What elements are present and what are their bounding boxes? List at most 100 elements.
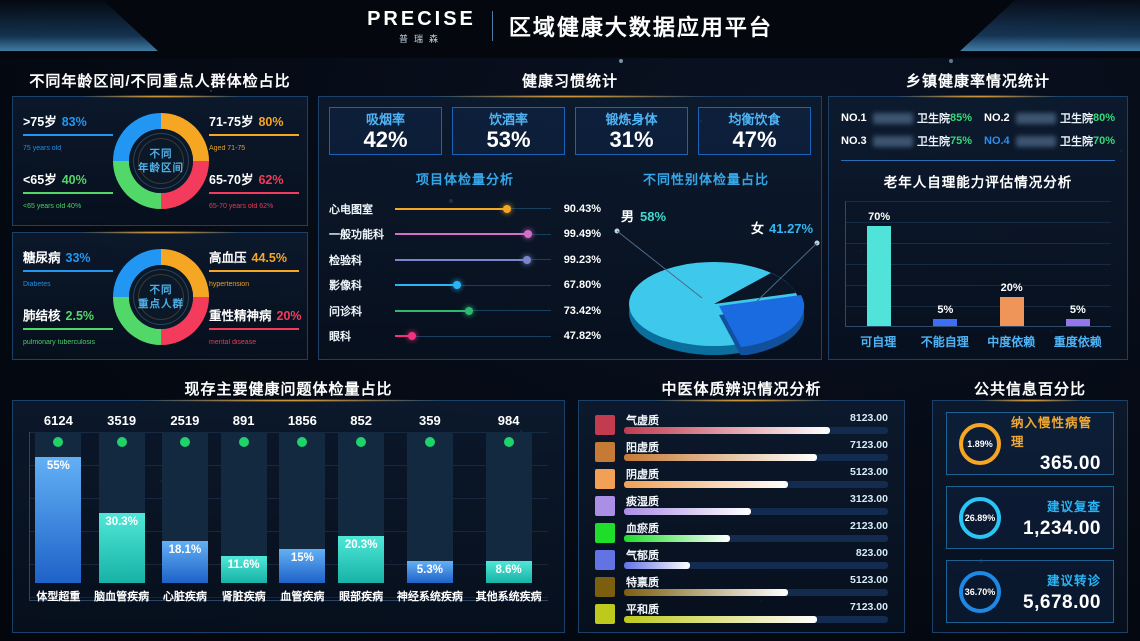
habit-stat-box: 锻炼身体 31% (575, 107, 688, 155)
legend-subtext: 65-70 years old 62% (209, 203, 274, 210)
age-donut-chart: >75岁 83% 75 years old 71-75岁 80% Aged 71-75 <6… (13, 97, 307, 225)
problem-bar-group: 6124 55% 体型超重 (35, 413, 82, 604)
legend-value: 33% (65, 251, 91, 265)
percentage-ring: 1.89% (959, 422, 1001, 465)
card-content: 建议复查 1,234.00 (1011, 496, 1101, 540)
tcm-panel: 气虚质 8123.00 阳虚质 7123.00 阴虚质 5123.00 痰湿质 3123.00… (578, 399, 905, 633)
male-callout-line (616, 230, 703, 299)
tcm-bar-fill (624, 453, 817, 461)
legend-underline (23, 328, 113, 330)
problem-green-dot (503, 437, 514, 447)
habit-stat-value: 47% (732, 127, 777, 153)
legend-line: 糖尿病 33% (23, 247, 113, 267)
pie-female-slice (719, 295, 805, 347)
exam-row-dot (503, 204, 512, 213)
tcm-bar-fill (624, 588, 788, 596)
tcm-value: 2123.00 (850, 519, 888, 532)
pie-notch (714, 273, 796, 304)
tcm-color-swatch (595, 414, 615, 435)
problem-green-dot (116, 437, 127, 447)
elderly-bar-group: 70% (867, 211, 892, 326)
exam-row-label: 眼科 (329, 331, 351, 344)
exam-row-value: 73.42% (563, 304, 601, 317)
problem-percentage: 11.6% (227, 559, 260, 572)
elderly-x-labels: 可自理 不能自理 中度依赖 重度依赖 (845, 333, 1111, 350)
section-title-habits: 健康习惯统计 (521, 73, 618, 90)
habit-stat-value: 42% (363, 127, 408, 153)
donut-center-text: 年龄区间 (138, 162, 184, 174)
tcm-bar-fill (624, 507, 751, 515)
legend-label: <65岁 (23, 173, 57, 187)
tcm-row: 气虚质 8123.00 (595, 411, 888, 438)
header-base (0, 51, 1140, 58)
legend-underline (23, 134, 113, 136)
problem-bar-group: 852 20.3% 眼部疾病 (338, 413, 385, 604)
exam-row-track (395, 255, 551, 265)
tcm-color-swatch (595, 522, 615, 543)
exam-row-dot (452, 281, 461, 290)
legend-subtext: Aged 71-75 (209, 145, 246, 152)
donut-legend-item: 糖尿病 33% Diabetes (23, 247, 113, 288)
male-value: 58% (640, 209, 666, 224)
tcm-constitution-label: 阴虚质 (626, 468, 659, 481)
tcm-row-main: 气郁质 823.00 (624, 547, 888, 571)
exam-row-value: 99.49% (563, 228, 601, 241)
problem-bar-group: 891 11.6% 肾脏疾病 (220, 413, 267, 604)
tcm-row-main: 阴虚质 5123.00 (624, 466, 888, 490)
exam-row-line (395, 258, 527, 261)
tcm-value: 5123.00 (850, 573, 888, 586)
problem-percentage: 8.6% (495, 564, 522, 576)
problem-bar-group: 2519 18.1% 心脏疾病 (161, 413, 208, 604)
legend-line: >75岁 83% (23, 111, 113, 131)
township-health-rate: 85% (949, 112, 972, 124)
problem-count: 1856 (287, 413, 317, 428)
exam-row-value: 47.82% (563, 330, 601, 343)
exam-row-label: 心电图室 (329, 203, 373, 216)
township-health-rate: 80% (1092, 112, 1115, 124)
legend-value: 80% (258, 115, 284, 129)
elderly-bar-group: 5% (1065, 304, 1090, 326)
problem-bar-group: 3519 30.3% 脑血管疾病 (94, 413, 149, 604)
exam-analysis: 项目体检量分析 心电图室 90.43% 一般功能科 99.49% 检验科 99.23% 影像… (329, 159, 601, 349)
problem-bar-fill: 20.3% (338, 536, 385, 583)
legend-value: 62% (258, 173, 284, 187)
problem-percentage: 5.3% (416, 564, 443, 576)
elderly-bar-value: 20% (1000, 282, 1023, 295)
elderly-bar-value: 5% (937, 303, 954, 316)
public-info-card: 1.89% 纳入慢性病管理 365.00 (946, 412, 1114, 475)
habit-stat-value: 31% (609, 127, 654, 153)
legend-line: 65-70岁 62% (209, 169, 299, 189)
legend-underline (209, 192, 299, 194)
tcm-constitution-label: 血瘀质 (626, 522, 659, 535)
donut-center-text: 不同 (149, 283, 173, 296)
exam-row: 检验科 99.23% (329, 247, 601, 273)
habit-stat-row: 吸烟率 42% 饮酒率 53% 锻炼身体 31% 均衡饮食 47% (319, 97, 821, 155)
tcm-row-main: 平和质 7123.00 (624, 601, 888, 625)
exam-row-line (395, 233, 528, 236)
elderly-x-label: 中度依赖 (987, 335, 1036, 349)
donut-legend-item: 65-70岁 62% 65-70 years old 62% (209, 169, 299, 210)
exam-row-dot (523, 230, 532, 239)
legend-value: 83% (61, 115, 87, 129)
section-title-problems: 现存主要健康问题体检量占比 (184, 381, 393, 398)
habit-stat-label: 锻炼身体 (605, 112, 658, 128)
problems-bars: 6124 55% 体型超重 3519 30.3% 脑血管疾病 2519 18.1% 心脏疾病 89… (29, 413, 548, 604)
elderly-x-label: 可自理 (860, 335, 897, 349)
elderly-bar (999, 297, 1024, 326)
ring-percentage: 36.70% (964, 586, 996, 597)
exam-row-line (395, 207, 508, 210)
problem-bar-track: 8.6% (485, 432, 532, 583)
tcm-row-main: 气虚质 8123.00 (624, 412, 888, 436)
header-content: PRECISE 普瑞森 区域健康大数据应用平台 (0, 0, 1140, 52)
exam-analysis-title: 项目体检量分析 (415, 172, 514, 187)
gender-chart-title: 不同性别体检量占比 (642, 172, 769, 187)
problem-percentage: 18.1% (168, 544, 202, 557)
township-list-item: NO.1 卫生院 85% (841, 110, 972, 126)
problems-panel: 6124 55% 体型超重 3519 30.3% 脑血管疾病 2519 18.1% 心脏疾病 89… (12, 399, 565, 633)
elderly-x-label: 不能自理 (920, 335, 969, 349)
card-label: 建议转诊 (1046, 573, 1101, 588)
problem-category-label: 心脏疾病 (162, 591, 207, 603)
tcm-color-swatch (595, 495, 615, 516)
tcm-bar-fill (624, 534, 730, 542)
